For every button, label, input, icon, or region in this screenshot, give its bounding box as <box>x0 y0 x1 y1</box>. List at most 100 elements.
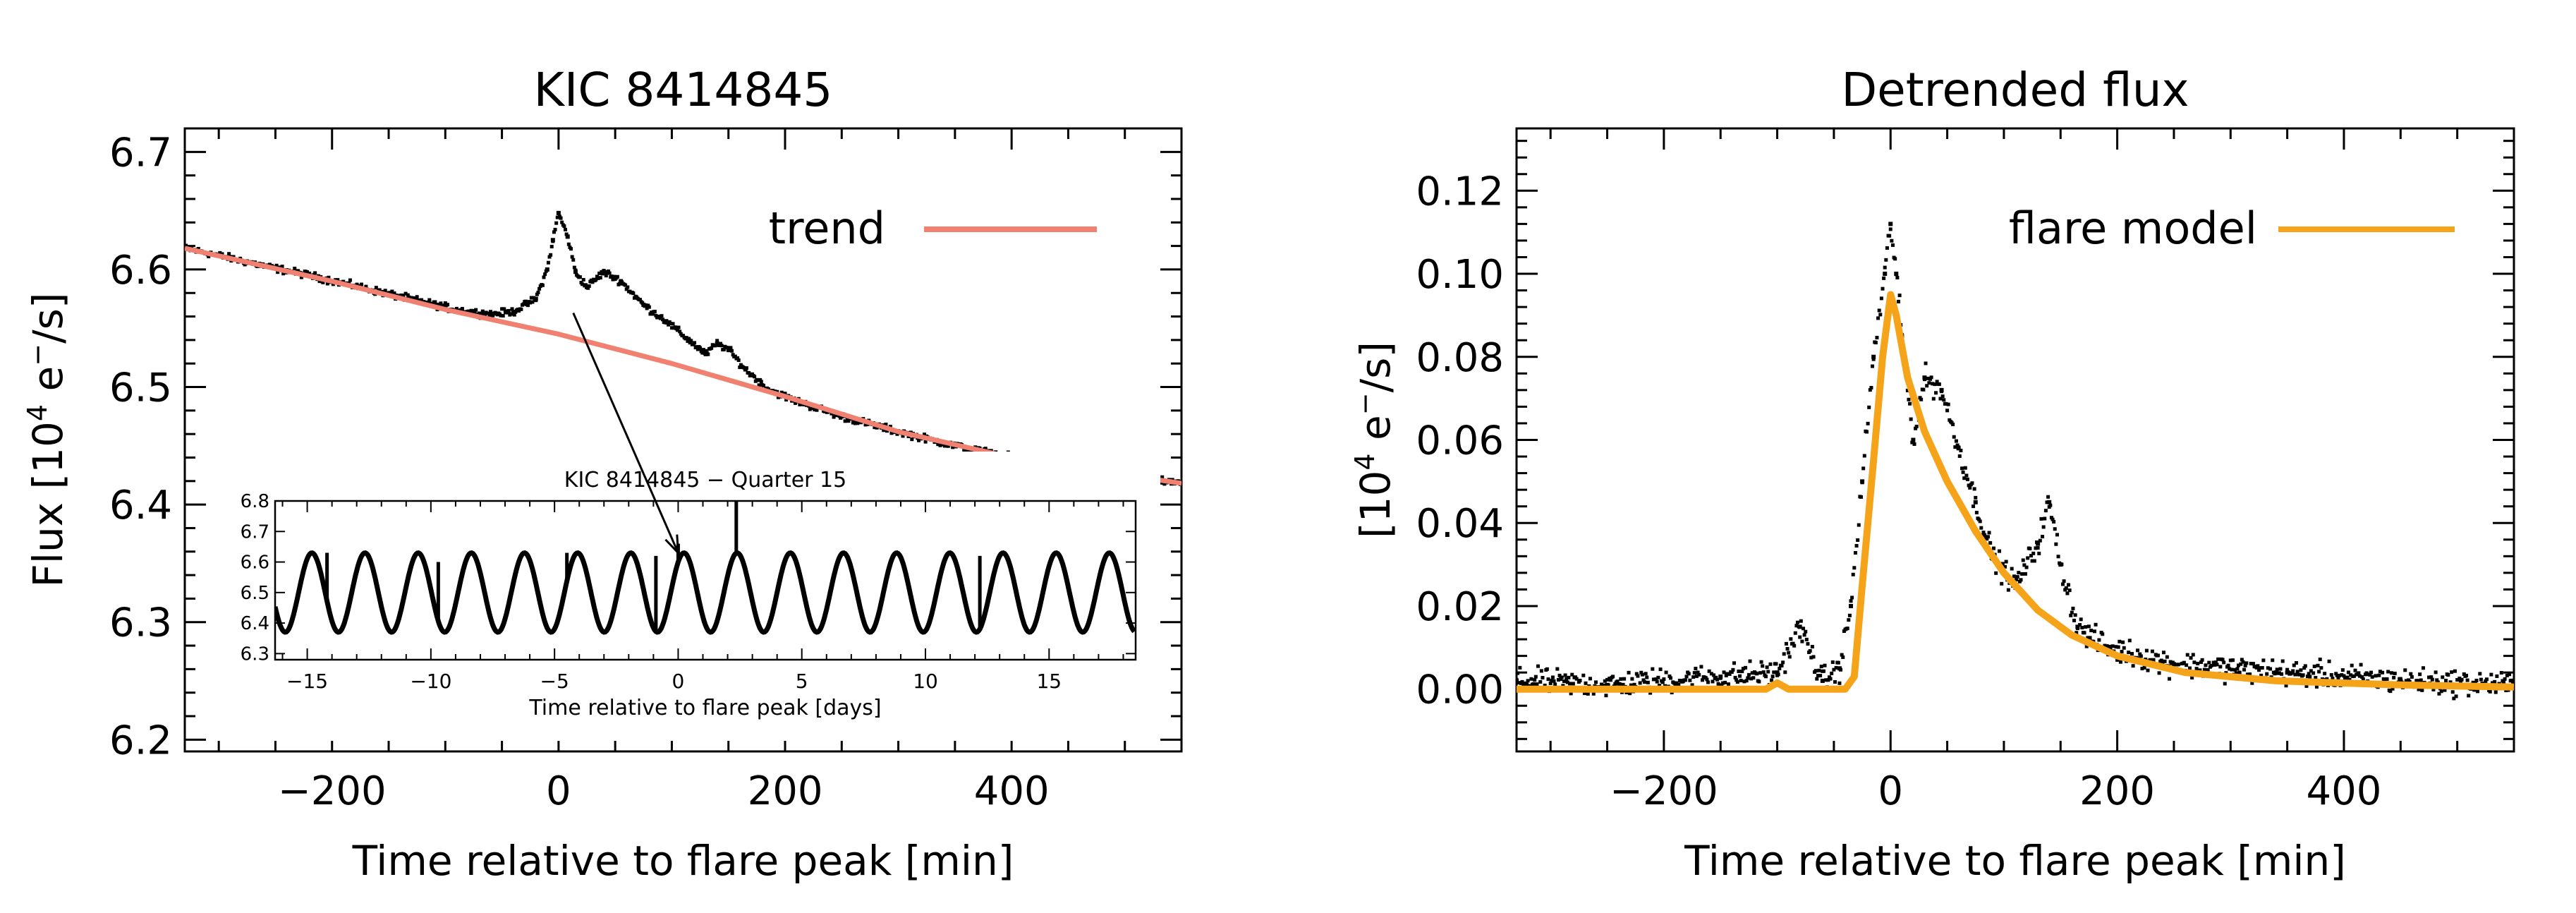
right-data-point <box>1828 677 1833 681</box>
right-data-point <box>1998 549 2002 553</box>
right-data-point <box>1550 675 1555 679</box>
right-data-point <box>1964 473 1969 478</box>
right-data-point <box>2388 689 2393 694</box>
left-data-point <box>624 283 628 287</box>
left-x-tick-label: 200 <box>748 768 823 814</box>
right-data-point <box>1715 677 1719 682</box>
right-data-point <box>1739 679 1743 683</box>
left-data-point <box>719 344 724 348</box>
left-data-point <box>843 419 847 423</box>
left-data-point <box>669 322 673 326</box>
right-data-point <box>2430 677 2434 682</box>
right-data-point <box>1811 655 1816 659</box>
left-data-point <box>491 313 495 318</box>
left-chart-title: KIC 8414845 <box>534 63 833 117</box>
right-data-point <box>1919 397 1924 401</box>
left-data-point <box>281 272 286 276</box>
right-data-point <box>2089 629 2094 633</box>
right-data-point <box>2168 677 2172 681</box>
left-data-point <box>644 303 648 308</box>
left-data-point <box>573 270 578 274</box>
right-data-point <box>1578 679 1582 683</box>
right-data-point <box>2368 672 2372 677</box>
right-data-point <box>1761 670 1766 675</box>
right-data-point <box>1775 670 1780 675</box>
right-data-point <box>1953 445 1957 449</box>
left-data-point <box>460 307 464 311</box>
right-data-point <box>2385 677 2389 681</box>
left-data-point <box>758 377 763 382</box>
right-data-point <box>1628 691 1632 696</box>
right-data-point <box>2467 694 2471 698</box>
right-data-point <box>1765 665 1769 670</box>
right-data-point <box>1970 481 1974 485</box>
right-data-point <box>2418 672 2422 677</box>
right-data-point <box>2318 658 2322 662</box>
right-data-point <box>2450 670 2454 675</box>
right-data-point <box>2346 670 2350 675</box>
right-data-point <box>1787 655 1792 659</box>
right-data-point <box>2060 582 2065 586</box>
left-data-point <box>700 351 705 355</box>
right-data-point <box>2415 679 2419 683</box>
left-data-point <box>901 434 905 438</box>
right-data-point <box>1748 659 1752 663</box>
right-data-point <box>1968 485 1972 490</box>
inset-y-tick-label: 6.5 <box>241 583 269 604</box>
left-data-point <box>661 318 665 322</box>
right-data-point <box>1546 677 1550 682</box>
left-data-point <box>392 291 396 296</box>
right-data-point <box>2329 673 2333 677</box>
right-data-point <box>1809 655 1813 660</box>
right-data-point <box>1749 677 1754 681</box>
right-data-point <box>1742 679 1746 684</box>
right-data-point <box>2239 662 2243 666</box>
right-x-tick-label: 0 <box>1878 768 1903 814</box>
right-data-point <box>2069 613 2073 617</box>
right-data-point <box>1563 673 1567 677</box>
left-data-point <box>547 255 552 259</box>
right-data-point <box>1615 679 1620 684</box>
left-data-point <box>619 279 624 284</box>
right-data-point <box>1852 566 1857 570</box>
left-data-point <box>560 220 564 224</box>
right-data-point <box>2350 663 2354 667</box>
right-data-point <box>1850 595 1854 600</box>
right-data-point <box>1804 629 1808 634</box>
left-data-point <box>942 444 947 448</box>
left-data-point <box>736 358 741 362</box>
right-data-point <box>1604 694 1608 698</box>
right-data-point <box>2073 613 2077 617</box>
right-data-point <box>2017 571 2021 575</box>
left-data-point <box>726 347 731 352</box>
right-data-point <box>1944 401 1948 406</box>
right-data-point <box>2274 670 2278 675</box>
right-data-point <box>1955 443 1960 447</box>
right-data-point <box>2082 631 2086 635</box>
right-data-point <box>2006 588 2010 592</box>
right-data-point <box>1794 624 1799 628</box>
left-data-point <box>571 258 576 262</box>
right-data-point <box>2000 562 2005 566</box>
right-data-point <box>1815 677 1819 681</box>
right-data-point <box>2144 648 2149 653</box>
right-data-point <box>1656 675 1660 679</box>
right-data-point <box>2303 664 2307 668</box>
right-data-point <box>2030 559 2034 563</box>
left-data-point <box>695 345 699 349</box>
left-data-point <box>983 447 988 451</box>
left-data-point <box>220 252 224 256</box>
right-data-point <box>1780 663 1784 667</box>
right-data-point <box>1783 670 1787 675</box>
right-data-point <box>2465 678 2469 682</box>
right-data-point <box>1935 380 1939 384</box>
right-data-point <box>1705 677 1709 682</box>
right-data-point <box>2340 673 2344 677</box>
right-data-point <box>2084 625 2088 629</box>
inset-x-tick-label: 10 <box>913 670 938 693</box>
right-data-point <box>2223 682 2227 686</box>
left-data-point <box>962 449 966 453</box>
left-data-points <box>185 210 1181 486</box>
right-data-point <box>1860 479 1865 484</box>
right-data-point <box>2092 629 2096 634</box>
